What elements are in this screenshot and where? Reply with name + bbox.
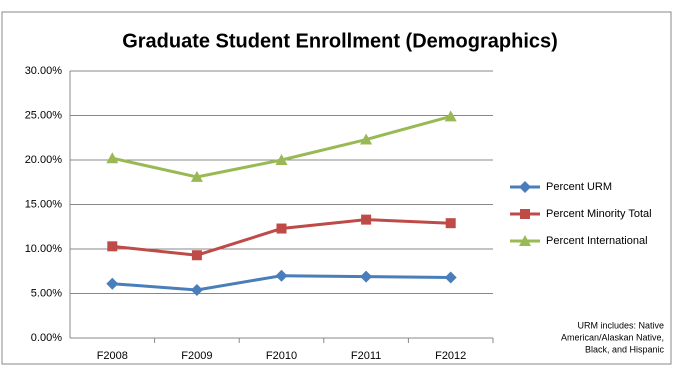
- x-tick-label: F2011: [351, 350, 381, 362]
- data-point: [191, 250, 202, 261]
- data-point: [360, 270, 373, 283]
- chart-title: Graduate Student Enrollment (Demographic…: [122, 30, 558, 52]
- data-point: [360, 133, 373, 145]
- y-tick-label: 25.00%: [25, 109, 63, 121]
- data-point: [275, 269, 288, 282]
- data-point: [444, 110, 457, 122]
- y-tick-label: 5.00%: [31, 287, 62, 299]
- data-point: [106, 277, 119, 290]
- legend-label: Percent Minority Total: [546, 208, 652, 220]
- y-tick-label: 20.00%: [25, 154, 63, 166]
- legend-marker: [519, 181, 531, 193]
- legend-marker: [519, 235, 531, 246]
- data-point: [107, 241, 118, 252]
- data-point: [106, 152, 119, 164]
- data-point: [444, 271, 457, 284]
- legend-label: Percent URM: [546, 181, 612, 193]
- data-point: [361, 214, 372, 225]
- data-point: [445, 218, 456, 229]
- data-point: [190, 283, 203, 296]
- x-tick-label: F2008: [97, 350, 128, 362]
- x-tick-label: F2009: [181, 350, 212, 362]
- legend-marker: [520, 209, 530, 219]
- data-point: [276, 223, 287, 234]
- x-tick-label: F2010: [266, 350, 297, 362]
- annotation: Black, and Hispanic: [585, 344, 665, 354]
- y-tick-label: 15.00%: [25, 198, 63, 210]
- y-tick-label: 0.00%: [31, 332, 62, 344]
- annotation: American/Alaskan Native,: [561, 332, 664, 342]
- annotation: URM includes: Native: [577, 320, 664, 330]
- data-point: [275, 154, 288, 165]
- x-tick-label: F2012: [435, 350, 466, 362]
- y-tick-label: 30.00%: [25, 65, 63, 77]
- y-tick-label: 10.00%: [25, 243, 63, 255]
- data-point: [190, 170, 203, 182]
- legend-label: Percent International: [546, 235, 648, 247]
